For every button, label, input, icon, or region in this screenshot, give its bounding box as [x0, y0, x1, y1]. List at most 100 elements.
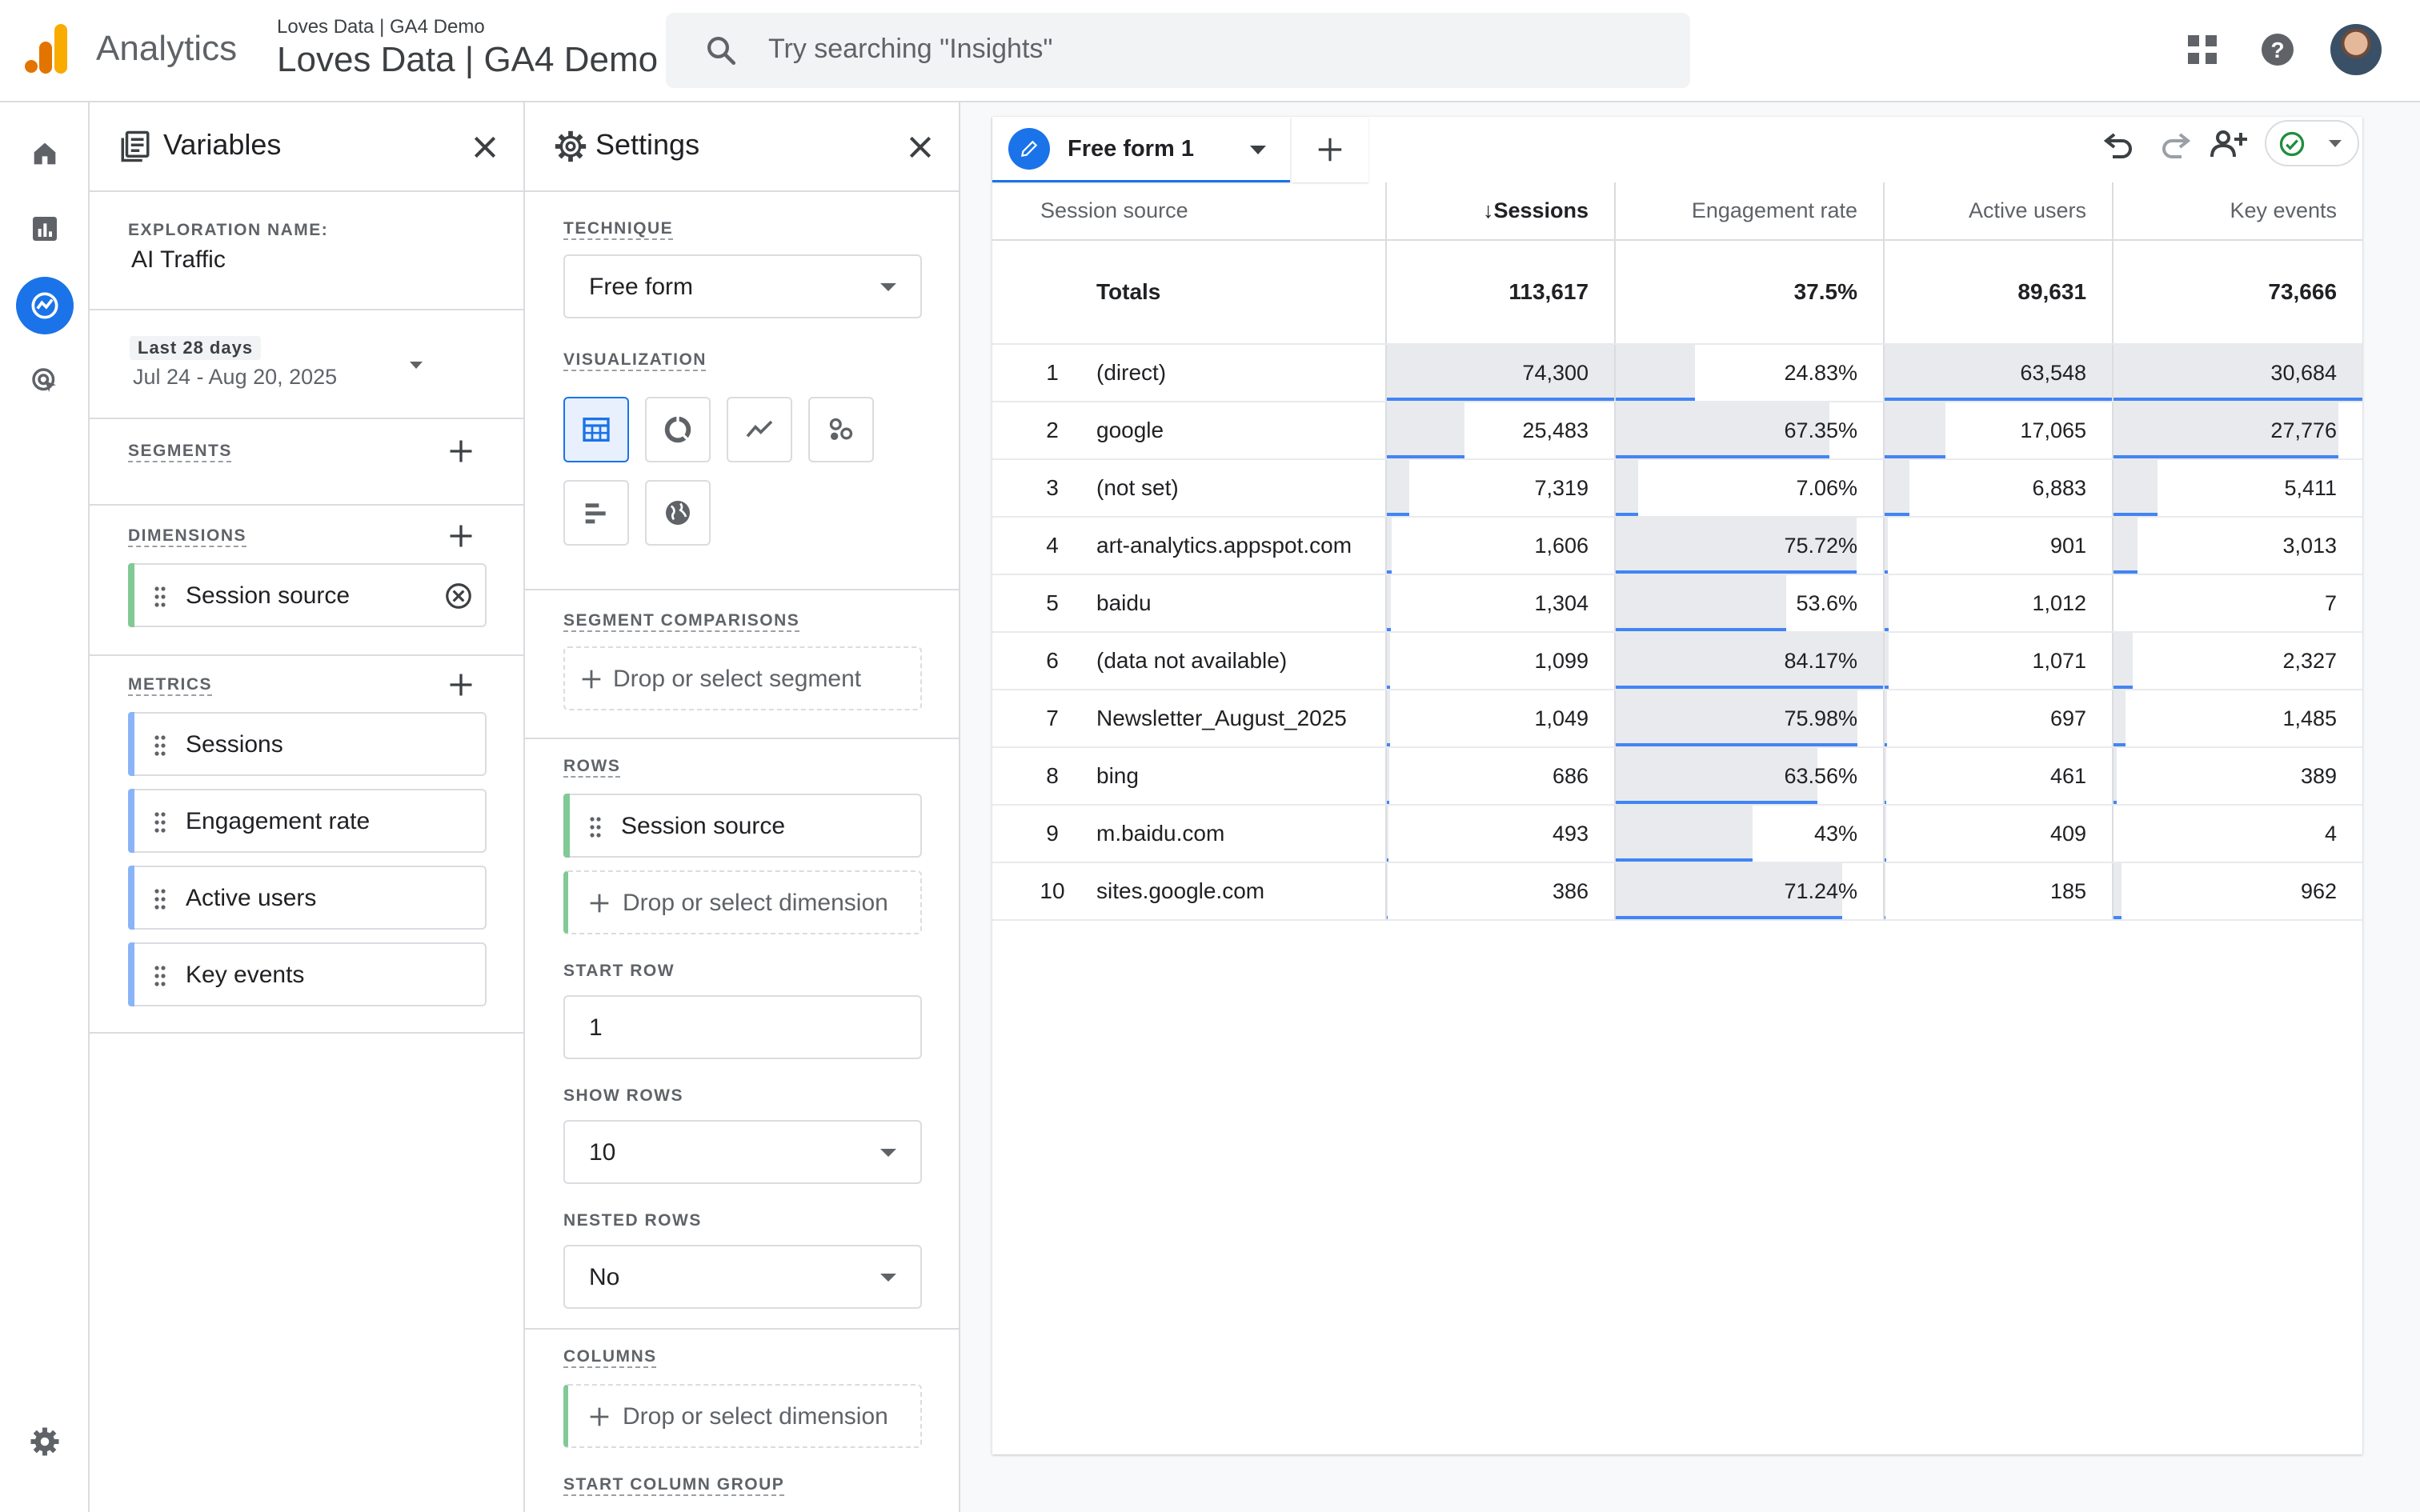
dimension-color-bar: [128, 563, 134, 627]
add-metric-icon[interactable]: [447, 670, 475, 699]
viz-geo-button[interactable]: [645, 480, 711, 546]
table-row[interactable]: 2 google 25,483 67.35% 17,065 27,776: [992, 402, 2363, 460]
close-icon[interactable]: [904, 131, 936, 163]
nested-rows-select[interactable]: No: [563, 1245, 922, 1309]
cell-session-source[interactable]: (direct): [1096, 344, 1387, 402]
add-segment-icon[interactable]: [447, 437, 475, 466]
table-row[interactable]: 4 art-analytics.appspot.com 1,606 75.72% 901…: [992, 517, 2363, 575]
add-dimension-icon[interactable]: [447, 522, 475, 550]
date-preset-chip[interactable]: Last 28 days: [130, 336, 262, 360]
redo-icon[interactable]: [2156, 125, 2194, 163]
date-range[interactable]: Jul 24 - Aug 20, 2025: [133, 365, 338, 389]
dimension-chip-session-source[interactable]: Session source: [128, 563, 487, 627]
table-row[interactable]: 10 sites.google.com 386 71.24% 185 962: [992, 862, 2363, 921]
share-icon[interactable]: [2209, 125, 2247, 163]
table-row[interactable]: 1 (direct) 74,300 24.83% 63,548 30,684: [992, 344, 2363, 402]
nav-admin[interactable]: [16, 1413, 74, 1470]
cell-key-events: 5,411: [2112, 459, 2363, 518]
row-dimension-chip[interactable]: Session source: [563, 794, 922, 858]
table-row[interactable]: 3 (not set) 7,319 7.06% 6,883 5,411: [992, 459, 2363, 518]
cell-session-source[interactable]: Newsletter_August_2025: [1096, 690, 1387, 748]
close-icon[interactable]: [469, 131, 501, 163]
drag-handle-icon[interactable]: [154, 811, 166, 834]
in-cell-bar: [1885, 518, 1888, 574]
apps-grid-icon[interactable]: [2183, 30, 2222, 69]
cell-value: 1,485: [2282, 706, 2338, 730]
start-row-input[interactable]: 1: [563, 995, 922, 1059]
cell-session-source[interactable]: baidu: [1096, 574, 1387, 633]
account-avatar[interactable]: [2330, 24, 2382, 75]
metric-chip-key-events[interactable]: Key events: [128, 942, 487, 1006]
help-icon[interactable]: ?: [2258, 30, 2297, 69]
exploration-name[interactable]: AI Traffic: [131, 246, 226, 273]
drag-handle-icon[interactable]: [589, 816, 602, 838]
remove-circle-icon[interactable]: [443, 581, 474, 611]
nav-reports[interactable]: [16, 200, 74, 258]
drag-handle-icon[interactable]: [154, 888, 166, 910]
show-rows-select[interactable]: 10: [563, 1120, 922, 1184]
nav-home[interactable]: [16, 125, 74, 182]
metric-chip-engagement-rate[interactable]: Engagement rate: [128, 789, 487, 853]
technique-select[interactable]: Free form: [563, 254, 922, 318]
viz-scatter-button[interactable]: [808, 397, 874, 462]
column-header-key-events[interactable]: Key events: [2112, 182, 2363, 241]
add-tab-button[interactable]: [1292, 117, 1368, 182]
show-rows-label: SHOW ROWS: [563, 1086, 683, 1105]
dimensions-label: DIMENSIONS: [128, 526, 247, 545]
chevron-down-icon[interactable]: [1250, 146, 1266, 154]
save-status-button[interactable]: [2265, 120, 2359, 166]
search-input[interactable]: Try searching "Insights": [768, 34, 1053, 64]
drag-handle-icon[interactable]: [154, 734, 166, 757]
column-header-engagement-rate[interactable]: Engagement rate: [1614, 182, 1885, 241]
viz-line-button[interactable]: [727, 397, 792, 462]
drag-handle-icon[interactable]: [154, 965, 166, 987]
nav-advertising[interactable]: [16, 352, 74, 410]
in-cell-bar-line: [1387, 801, 1389, 804]
totals-sessions: 113,617: [1385, 240, 1616, 345]
app-name[interactable]: Analytics: [96, 29, 238, 68]
table-row[interactable]: 5 baidu 1,304 53.6% 1,012 7: [992, 574, 2363, 633]
cell-value: 7: [2324, 590, 2338, 615]
column-header-sessions[interactable]: ↓Sessions: [1385, 182, 1616, 241]
column-header-session-source[interactable]: Session source: [992, 182, 1387, 241]
totals-active-users: 89,631: [1883, 240, 2113, 345]
metric-chip-active-users[interactable]: Active users: [128, 866, 487, 930]
search-bar[interactable]: Try searching "Insights": [666, 13, 1690, 88]
table-row[interactable]: 8 bing 686 63.56% 461 389: [992, 747, 2363, 806]
viz-donut-button[interactable]: [645, 397, 711, 462]
table-row[interactable]: 6 (data not available) 1,099 84.17% 1,071 2,3…: [992, 632, 2363, 690]
cell-session-source[interactable]: (not set): [1096, 459, 1387, 518]
cell-session-source[interactable]: art-analytics.appspot.com: [1096, 517, 1387, 575]
column-dimension-drop-zone[interactable]: Drop or select dimension: [563, 1384, 922, 1448]
drop-segment-label: Drop or select segment: [613, 666, 862, 692]
viz-table-button[interactable]: [563, 397, 629, 462]
drag-handle-icon[interactable]: [154, 586, 166, 608]
table-row[interactable]: 7 Newsletter_August_2025 1,049 75.98% 697 1,4…: [992, 690, 2363, 748]
viz-bar-button[interactable]: [563, 480, 629, 546]
analytics-logo-icon[interactable]: [24, 24, 69, 74]
table-row[interactable]: 9 m.baidu.com 493 43% 409 4: [992, 805, 2363, 863]
in-cell-bar-line: [1387, 858, 1388, 862]
cell-sessions: 7,319: [1385, 459, 1616, 518]
divider: [525, 738, 959, 739]
property-name[interactable]: Loves Data | GA4 Demo: [277, 40, 659, 79]
drop-column-dimension-label: Drop or select dimension: [623, 1403, 888, 1430]
undo-icon[interactable]: [2100, 125, 2138, 163]
nav-explore[interactable]: [16, 277, 74, 334]
row-dimension-drop-zone[interactable]: Drop or select dimension: [563, 870, 922, 934]
cell-session-source[interactable]: google: [1096, 402, 1387, 460]
cell-value: 43%: [1813, 821, 1858, 846]
column-header-active-users[interactable]: Active users: [1883, 182, 2113, 241]
cell-engagement-rate: 75.98%: [1614, 690, 1885, 748]
cell-session-source[interactable]: sites.google.com: [1096, 862, 1387, 921]
cell-session-source[interactable]: bing: [1096, 747, 1387, 806]
tab-free-form-1[interactable]: Free form 1: [992, 117, 1290, 182]
in-cell-bar: [2113, 460, 2158, 516]
edit-pencil-icon[interactable]: [1008, 128, 1050, 170]
segment-drop-zone[interactable]: Drop or select segment: [563, 646, 922, 710]
cell-session-source[interactable]: m.baidu.com: [1096, 805, 1387, 863]
metric-chip-sessions[interactable]: Sessions: [128, 712, 487, 776]
chevron-down-icon[interactable]: [410, 362, 423, 369]
cell-session-source[interactable]: (data not available): [1096, 632, 1387, 690]
account-name[interactable]: Loves Data | GA4 Demo: [277, 16, 485, 38]
